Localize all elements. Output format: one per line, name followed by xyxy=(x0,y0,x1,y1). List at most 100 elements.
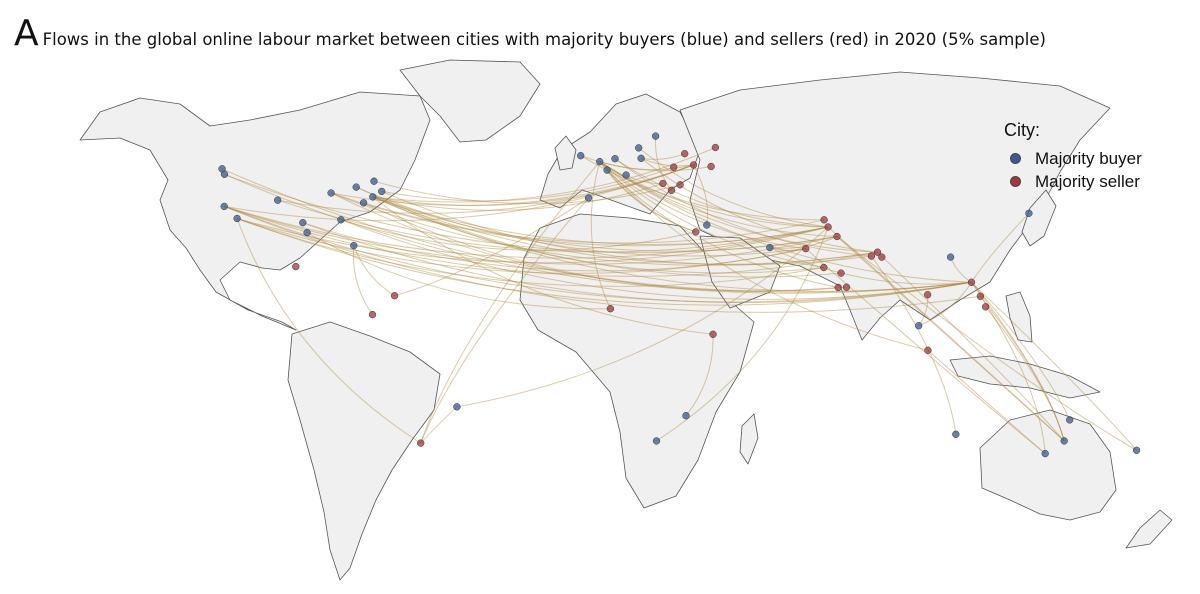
flow-line xyxy=(340,219,696,251)
flow-line xyxy=(330,192,839,292)
buyer-city-point xyxy=(352,183,360,191)
buyer-city-point xyxy=(652,437,661,445)
buyer-city-point xyxy=(350,241,358,250)
seller-city-point xyxy=(837,269,845,277)
seller-city-point xyxy=(820,263,828,272)
flow-line xyxy=(877,251,1065,442)
flow-line xyxy=(638,147,829,228)
buyer-city-point xyxy=(651,132,660,140)
flow-line xyxy=(373,180,681,205)
flow-line xyxy=(606,169,696,233)
africa xyxy=(519,213,755,509)
buyer-city-point xyxy=(682,412,690,420)
flow-line xyxy=(614,158,872,257)
flow-line xyxy=(236,218,824,287)
south-america xyxy=(287,321,441,581)
seller-city-point xyxy=(368,310,377,319)
seller-city-point xyxy=(923,291,932,299)
flow-line xyxy=(372,196,878,265)
flow-line xyxy=(980,295,1065,442)
buyer-city-point xyxy=(637,154,645,162)
buyer-city-point xyxy=(946,253,955,261)
buyer-dot-icon xyxy=(1010,153,1021,164)
flow-line xyxy=(372,196,714,335)
buyer-city-point xyxy=(915,322,923,330)
buyer-city-point xyxy=(369,193,377,201)
flow-line xyxy=(224,205,829,259)
buyer-city-point xyxy=(378,187,386,196)
flow-line xyxy=(599,161,806,250)
buyer-city-point xyxy=(584,194,593,202)
flow-line xyxy=(971,281,1065,442)
title-row: A Flows in the global online labour mark… xyxy=(14,12,1046,52)
flow-line xyxy=(277,199,829,253)
flow-line xyxy=(372,196,824,274)
north-america xyxy=(79,91,431,331)
flow-line xyxy=(302,222,806,272)
flow-line xyxy=(236,218,421,444)
seller-city-point xyxy=(711,143,720,152)
flow-line xyxy=(221,168,972,293)
buyer-city-point xyxy=(603,166,611,174)
flow-line xyxy=(224,173,838,254)
flow-line xyxy=(236,218,829,264)
buyer-city-point xyxy=(596,157,604,166)
philippines xyxy=(1005,291,1033,343)
seller-city-point xyxy=(606,305,615,313)
flow-line xyxy=(971,281,1071,421)
flow-line xyxy=(277,164,694,214)
flow-line xyxy=(352,245,373,315)
seller-city-point xyxy=(976,292,985,300)
flow-line xyxy=(918,282,972,327)
buyer-city-point xyxy=(611,155,619,163)
greenland xyxy=(399,59,541,143)
seller-city-point xyxy=(981,303,990,311)
seller-city-point xyxy=(820,216,828,224)
buyer-city-point xyxy=(1025,209,1033,217)
buyer-city-point xyxy=(359,199,368,207)
flow-line xyxy=(356,186,806,257)
british-isles xyxy=(554,135,577,171)
flow-line xyxy=(372,196,829,245)
flow-line xyxy=(599,161,929,351)
flows-layer xyxy=(221,136,1137,454)
flow-line xyxy=(330,192,878,266)
australia xyxy=(979,409,1117,521)
flow-line xyxy=(381,190,872,266)
flow-line xyxy=(394,197,589,297)
flow-line xyxy=(985,306,1065,442)
buyer-city-point xyxy=(303,228,311,237)
seller-city-point xyxy=(824,223,832,231)
seller-city-point xyxy=(390,292,399,300)
new-zealand xyxy=(1125,509,1173,549)
flow-line xyxy=(420,161,601,444)
legend-title: City: xyxy=(1004,120,1040,140)
seller-city-point xyxy=(967,278,976,286)
flow-line xyxy=(340,219,972,300)
flow-line xyxy=(224,205,972,303)
legend: City: Majority buyer Majority seller xyxy=(1004,120,1142,193)
buyer-city-point xyxy=(766,243,774,252)
seller-dot-icon xyxy=(1010,176,1021,187)
buyer-city-point xyxy=(1060,437,1068,445)
cities-layer xyxy=(218,132,1141,458)
seller-city-point xyxy=(867,252,876,260)
buyer-city-point xyxy=(622,171,630,179)
buyer-city-point xyxy=(577,152,585,160)
flow-line xyxy=(836,236,1137,451)
seller-city-point xyxy=(667,186,676,195)
buyer-city-point xyxy=(635,144,643,152)
buyer-city-point xyxy=(952,430,960,438)
buyer-city-point xyxy=(218,165,226,173)
seller-city-point xyxy=(842,283,851,291)
flow-line xyxy=(614,158,829,228)
flow-line xyxy=(302,222,972,304)
flow-line xyxy=(836,236,1065,442)
seller-city-point xyxy=(417,439,425,447)
seller-city-point xyxy=(707,162,715,171)
seller-city-point xyxy=(292,262,300,271)
flow-line xyxy=(456,226,829,408)
flow-line xyxy=(224,205,981,313)
flow-line xyxy=(971,281,1137,451)
